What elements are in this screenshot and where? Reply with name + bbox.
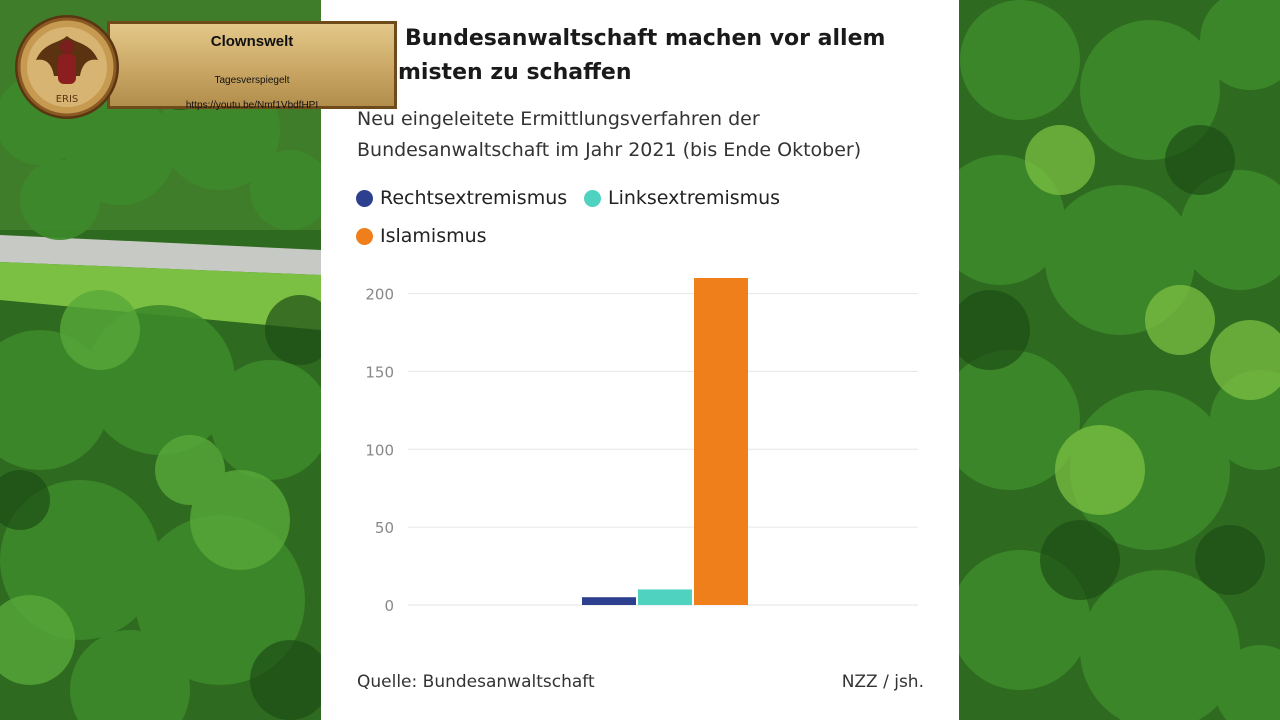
headline: Bundesanwaltschaft machen vor allem mist…	[398, 22, 945, 90]
bar-islamismus	[694, 278, 748, 605]
legend-label-linksextremismus: Linksextremismus	[608, 187, 781, 209]
y-tick-label: 50	[375, 519, 394, 537]
y-tick-label: 200	[365, 286, 394, 304]
legend-swatch-islamismus	[356, 227, 373, 245]
overlay-url[interactable]: https://youtu.be/Nmf1VbdfHPI	[185, 100, 319, 111]
eris-medal-logo: ERIS	[15, 15, 119, 119]
y-tick-label: 100	[365, 441, 394, 459]
legend-item-islamismus: Islamismus	[356, 225, 487, 247]
subtitle-line-2: Bundesanwaltschaft im Jahr 2021 (bis End…	[357, 139, 862, 161]
bar-chart: 0 50 100 150 200	[365, 278, 918, 615]
legend-swatch-rechtsextremismus	[356, 189, 373, 207]
overlay-title: Clownswelt	[210, 33, 294, 50]
bar-linksextremismus	[638, 589, 692, 605]
headline-line-2: misten zu schaffen	[398, 60, 632, 85]
headline-line-1: Bundesanwaltschaft machen vor allem	[405, 26, 886, 51]
overlay-subtitle: Tagesverspiegelt	[214, 75, 290, 86]
legend-label-islamismus: Islamismus	[380, 225, 487, 247]
y-tick-label: 150	[365, 363, 394, 381]
legend-swatch-linksextremismus	[584, 189, 601, 207]
legend-item-linksextremismus: Linksextremismus	[584, 187, 780, 209]
chart-source: Quelle: Bundesanwaltschaft	[357, 672, 595, 692]
y-tick-label: 0	[384, 597, 394, 615]
overlay-plate	[107, 21, 397, 109]
bar-rechtsextremismus	[582, 597, 636, 605]
subtitle-line-1: Neu eingeleitete Ermittlungsverfahren de…	[357, 108, 760, 130]
medal-text: ERIS	[56, 94, 79, 105]
channel-overlay: Clownswelt Tagesverspiegelt https://yout…	[14, 14, 399, 119]
legend-label-rechtsextremismus: Rechtsextremismus	[380, 187, 568, 209]
legend-item-rechtsextremismus: Rechtsextremismus	[356, 187, 567, 209]
chart-subtitle: Neu eingeleitete Ermittlungsverfahren de…	[357, 104, 937, 166]
chart-credit: NZZ / jsh.	[841, 672, 924, 692]
